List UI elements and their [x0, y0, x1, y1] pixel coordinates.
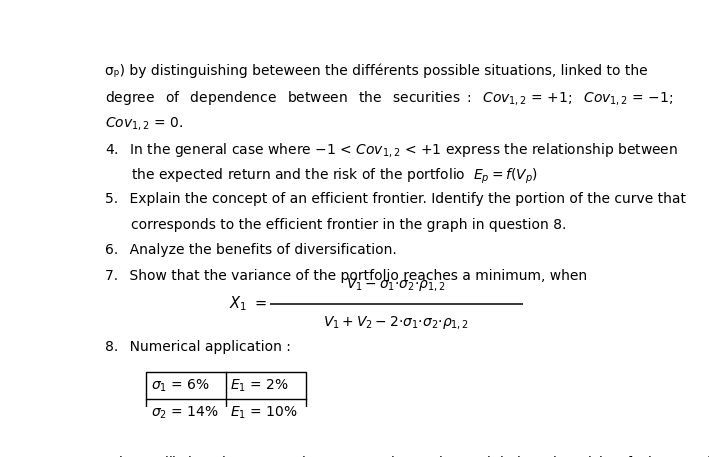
Text: $\sigma_1$ = 6%: $\sigma_1$ = 6% — [151, 377, 210, 393]
Text: $X_1\ =$: $X_1\ =$ — [230, 294, 267, 313]
Text: $V_1 + V_2 - 2{\cdot}\sigma_1{\cdot}\sigma_2{\cdot}\rho_{1,2}$: $V_1 + V_2 - 2{\cdot}\sigma_1{\cdot}\sig… — [323, 314, 469, 331]
Text: 7.  Show that the variance of the portfolio reaches a minimum, when: 7. Show that the variance of the portfol… — [105, 269, 587, 283]
Text: 4.  In the general case where −1 < $Cov_{1,2}$ < +1 express the relationship bet: 4. In the general case where −1 < $Cov_{… — [105, 141, 679, 159]
Text: corresponds to the efficient frontier in the graph in question 8.: corresponds to the efficient frontier in… — [131, 218, 567, 232]
Text: degree  of  dependence  between  the  securities :  $Cov_{1,2}$ = +1;  $Cov_{1,2: degree of dependence between the securit… — [105, 89, 674, 107]
Text: 6.  Analyze the benefits of diversification.: 6. Analyze the benefits of diversificati… — [105, 244, 397, 257]
Text: 5.  Explain the concept of an efficient frontier. Identify the portion of the cu: 5. Explain the concept of an efficient f… — [105, 192, 686, 206]
Text: $E_1$ = 2%: $E_1$ = 2% — [230, 377, 289, 393]
Text: $E_1$ = 10%: $E_1$ = 10% — [230, 404, 298, 420]
Text: $V_1 - \sigma_1{\cdot}\sigma_2{\cdot}\rho_{1,2}$: $V_1 - \sigma_1{\cdot}\sigma_2{\cdot}\rh… — [347, 276, 446, 293]
Text: $\sigma_2$ = 14%: $\sigma_2$ = 14% — [151, 404, 218, 420]
Text: 8.  Numerical application :: 8. Numerical application : — [105, 340, 291, 354]
Text: the expected return and the risk of the portfolio  $E_p = f(V_p)$: the expected return and the risk of the … — [131, 166, 539, 186]
Text: What  will  be  the  proportions  $X_1$  and  $X_2$  that  minimize  the  risk  : What will be the proportions $X_1$ and $… — [105, 454, 709, 457]
Text: σₚ) by distinguishing beteween the différents possible situations, linked to the: σₚ) by distinguishing beteween the diffé… — [105, 64, 648, 78]
Text: $Cov_{1,2}$ = 0.: $Cov_{1,2}$ = 0. — [105, 115, 184, 132]
